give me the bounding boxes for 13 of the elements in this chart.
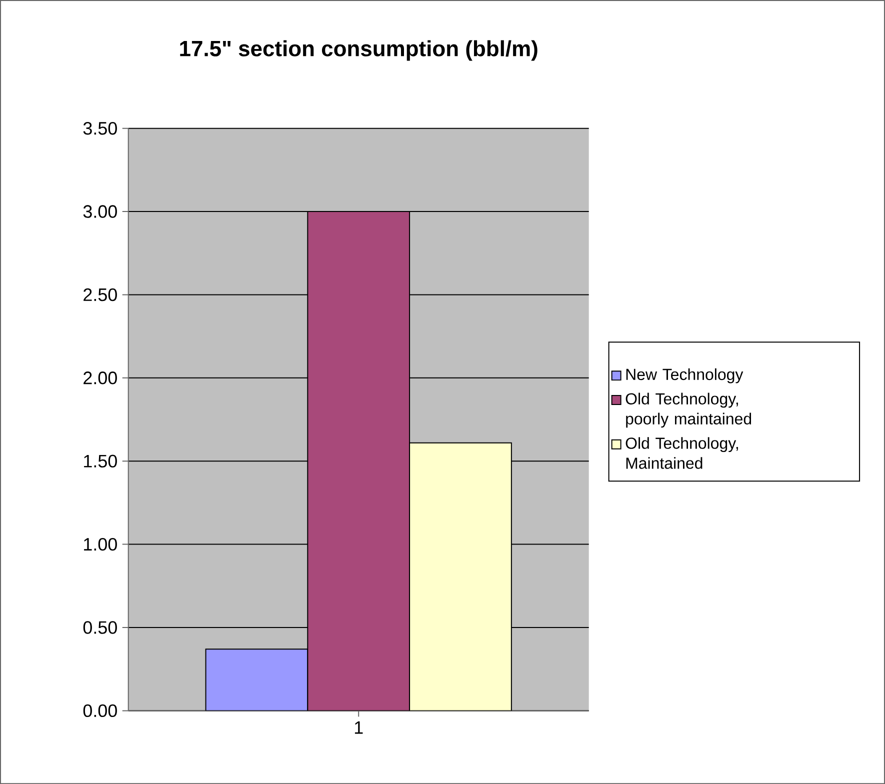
- y-tick-label: 1.00: [84, 538, 117, 551]
- y-tick-label: 2.50: [84, 288, 117, 302]
- legend-label: Old Technology, Maintained: [626, 437, 738, 469]
- chart-title: 17.5" section consumption (bbl/m): [180, 40, 538, 61]
- y-tick-label: 0.00: [83, 704, 117, 717]
- y-tick-label: 0.50: [83, 621, 117, 634]
- legend-label: New Technology: [626, 368, 744, 384]
- y-tick-label: 3.50: [83, 122, 117, 135]
- y-tick-label: 2.00: [84, 372, 117, 384]
- legend-label: Old Technology, poorly maintained: [626, 392, 752, 428]
- y-tick-label: 3.00: [83, 205, 117, 218]
- x-tick-label: 1: [354, 721, 363, 734]
- y-tick-label: 1.50: [84, 454, 117, 468]
